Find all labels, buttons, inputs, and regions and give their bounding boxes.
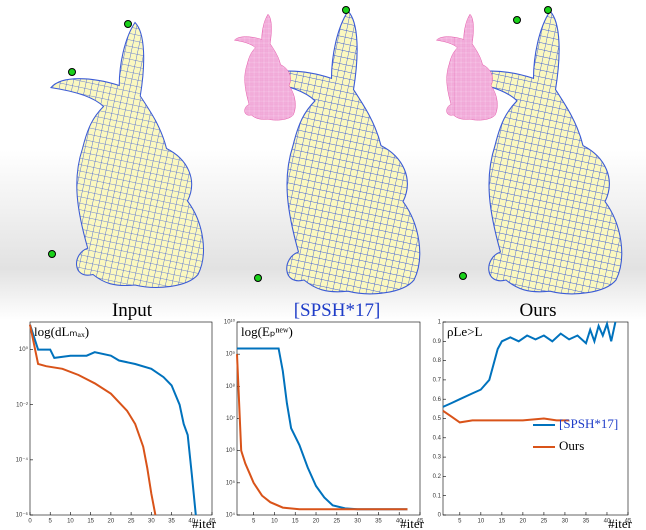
x-tick-label: 25 (333, 519, 340, 525)
y-tick-label: 10⁹ (226, 351, 236, 358)
x-tick-label: 15 (499, 519, 506, 525)
x-tick-label: 35 (583, 519, 590, 525)
y-tick-label: 0 (438, 513, 442, 519)
x-axis-label: #iter (608, 516, 632, 530)
x-tick-label: 30 (562, 519, 569, 525)
caption: [SPSH*17] (294, 300, 381, 321)
x-tick-label: 15 (87, 519, 94, 525)
y-tick-label: 10⁻⁴ (16, 456, 29, 463)
x-tick-label: 5 (252, 519, 256, 525)
x-tick-label: 20 (313, 519, 320, 525)
chart-title: log(Eₚⁿᵉʷ) (241, 324, 293, 339)
y-tick-label: 10⁶ (226, 447, 236, 454)
series-line (237, 354, 408, 509)
y-tick-label: 10⁴ (226, 512, 236, 519)
caption: Ours (520, 300, 557, 321)
x-tick-label: 0 (28, 519, 32, 525)
series-line (443, 411, 569, 423)
x-tick-label: 10 (271, 519, 278, 525)
plot-frame (237, 322, 420, 515)
x-tick-label: 10 (477, 519, 484, 525)
x-axis-label: #iter (192, 516, 216, 530)
series-line (30, 325, 196, 515)
y-tick-label: 0.2 (433, 474, 442, 480)
x-tick-label: 35 (168, 519, 175, 525)
y-tick-label: 1 (438, 320, 442, 326)
y-tick-label: 10⁻⁶ (16, 512, 29, 519)
x-tick-label: 15 (292, 519, 299, 525)
y-tick-label: 0.4 (433, 435, 442, 441)
x-axis-label: #iter (400, 516, 424, 530)
y-tick-label: 0.7 (433, 377, 442, 383)
x-tick-label: 30 (354, 519, 361, 525)
x-tick-label: 25 (541, 519, 548, 525)
chart-title: ρLe>L (447, 324, 483, 339)
x-tick-label: 35 (375, 519, 382, 525)
x-tick-label: 20 (108, 519, 115, 525)
y-tick-label: 0.6 (433, 397, 442, 403)
x-tick-label: 5 (458, 519, 462, 525)
y-tick-label: 10⁸ (226, 383, 236, 390)
y-tick-label: 10⁷ (226, 415, 235, 422)
series-line (237, 349, 408, 510)
y-tick-label: 10¹⁰ (224, 319, 236, 326)
y-tick-label: 0.1 (433, 493, 442, 499)
figure: Input [SPSH*17] Ours 10⁻⁶10⁻⁴10⁻²10⁰0510… (0, 0, 646, 530)
y-tick-label: 0.8 (433, 358, 442, 364)
y-tick-label: 10⁰ (19, 346, 29, 353)
x-tick-label: 25 (128, 519, 135, 525)
x-tick-label: 10 (67, 519, 74, 525)
caption: Input (112, 300, 153, 321)
y-tick-label: 0.3 (433, 455, 442, 461)
x-tick-label: 30 (148, 519, 155, 525)
y-tick-label: 10⁻² (16, 402, 28, 408)
x-tick-label: 5 (49, 519, 53, 525)
y-tick-label: 0.9 (433, 339, 442, 345)
y-tick-label: 0.5 (433, 416, 442, 422)
chart-title: log(dLₘₐₓ) (34, 324, 89, 339)
y-tick-label: 10⁵ (226, 479, 236, 486)
legend-label: [SPSH*17] (559, 416, 618, 431)
x-tick-label: 20 (520, 519, 527, 525)
legend-label: Ours (559, 438, 584, 453)
plot-frame (30, 322, 212, 515)
